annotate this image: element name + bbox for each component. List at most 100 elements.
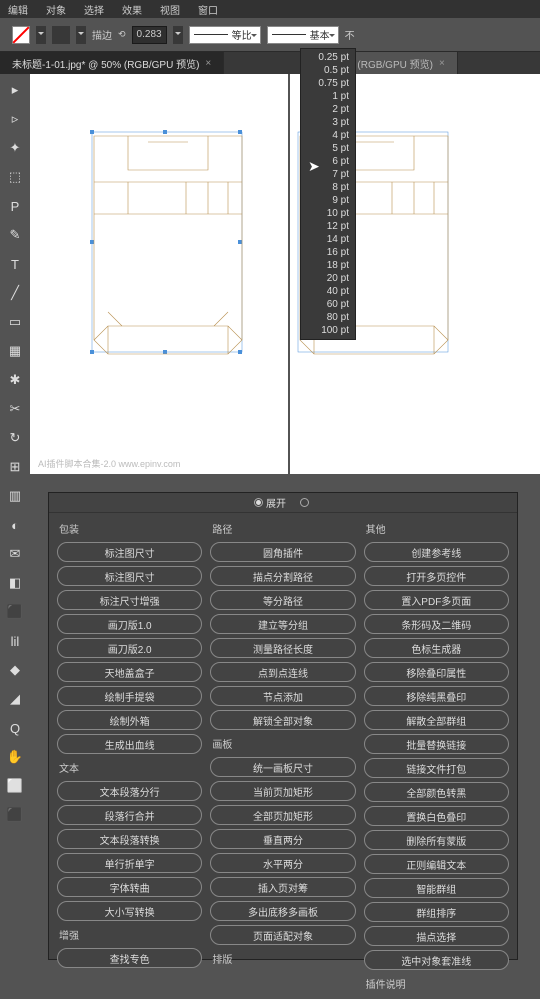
plugin-button[interactable]: 群组排序: [364, 902, 509, 922]
stroke-option[interactable]: 1 pt: [301, 90, 355, 103]
plugin-button[interactable]: 移除叠印属性: [364, 662, 509, 682]
plugin-button[interactable]: 标注图尺寸: [57, 566, 202, 586]
stroke-color-dropdown[interactable]: [76, 26, 86, 44]
stroke-option[interactable]: 3 pt: [301, 116, 355, 129]
radio-collapse[interactable]: [300, 498, 312, 507]
tool-item[interactable]: ◢: [5, 689, 25, 709]
tab-document-1[interactable]: 未标题-1-01.jpg* @ 50% (RGB/GPU 预览) ×: [0, 52, 224, 74]
plugin-button[interactable]: 页面适配对象: [210, 925, 355, 945]
tool-item[interactable]: lil: [5, 631, 25, 651]
tool-item[interactable]: ✉: [5, 544, 25, 564]
tool-item[interactable]: ⬛: [5, 602, 25, 622]
plugin-button[interactable]: 垂直两分: [210, 829, 355, 849]
close-icon[interactable]: ×: [439, 58, 445, 69]
stroke-option[interactable]: 14 pt: [301, 233, 355, 246]
menu-item[interactable]: 效果: [122, 2, 142, 17]
radio-expand[interactable]: 展开: [254, 495, 286, 510]
plugin-button[interactable]: 批量替换链接: [364, 734, 509, 754]
stroke-weight-menu[interactable]: 0.25 pt0.5 pt0.75 pt1 pt2 pt3 pt4 pt5 pt…: [300, 48, 356, 340]
plugin-button[interactable]: 统一画板尺寸: [210, 757, 355, 777]
plugin-button[interactable]: 字体转曲: [57, 877, 202, 897]
plugin-button[interactable]: 置换白色叠印: [364, 806, 509, 826]
plugin-button[interactable]: 删除所有蒙版: [364, 830, 509, 850]
plugin-button[interactable]: 链接文件打包: [364, 758, 509, 778]
menu-item[interactable]: 对象: [46, 2, 66, 17]
stroke-option[interactable]: 4 pt: [301, 129, 355, 142]
stroke-option[interactable]: 16 pt: [301, 246, 355, 259]
plugin-button[interactable]: 选中对象套准线: [364, 950, 509, 970]
plugin-button[interactable]: 生成出血线: [57, 734, 202, 754]
stroke-option[interactable]: 0.75 pt: [301, 77, 355, 90]
plugin-button[interactable]: 描点分割路径: [210, 566, 355, 586]
plugin-button[interactable]: 描点选择: [364, 926, 509, 946]
plugin-button[interactable]: 建立等分组: [210, 614, 355, 634]
tool-item[interactable]: ◧: [5, 573, 25, 593]
plugin-button[interactable]: 全部颜色转黑: [364, 782, 509, 802]
plugin-button[interactable]: 全部页加矩形: [210, 805, 355, 825]
tool-item[interactable]: ╱: [5, 283, 25, 303]
tool-item[interactable]: ▹: [5, 109, 25, 129]
plugin-button[interactable]: 绘制外箱: [57, 710, 202, 730]
stroke-weight-dropdown[interactable]: [173, 26, 183, 44]
link-icon[interactable]: ⟲: [118, 29, 126, 40]
tool-item[interactable]: P: [5, 196, 25, 216]
tool-item[interactable]: ⬜: [5, 776, 25, 796]
stroke-option[interactable]: 80 pt: [301, 311, 355, 324]
stroke-weight-input[interactable]: 0.283: [132, 26, 167, 44]
tool-item[interactable]: ✎: [5, 225, 25, 245]
stroke-option[interactable]: 8 pt: [301, 181, 355, 194]
stroke-option[interactable]: 20 pt: [301, 272, 355, 285]
tool-item[interactable]: ⊞: [5, 457, 25, 477]
stroke-option[interactable]: 18 pt: [301, 259, 355, 272]
plugin-button[interactable]: 解锁全部对象: [210, 710, 355, 730]
plugin-button[interactable]: 点到点连线: [210, 662, 355, 682]
profile-dropdown[interactable]: 等比: [189, 26, 261, 44]
tool-item[interactable]: ◆: [5, 660, 25, 680]
stroke-option[interactable]: 2 pt: [301, 103, 355, 116]
fill-dropdown[interactable]: [36, 26, 46, 44]
stroke-option[interactable]: 5 pt: [301, 142, 355, 155]
plugin-button[interactable]: 当前页加矩形: [210, 781, 355, 801]
plugin-button[interactable]: 智能群组: [364, 878, 509, 898]
tool-item[interactable]: Q: [5, 718, 25, 738]
stroke-option[interactable]: 7 pt: [301, 168, 355, 181]
plugin-button[interactable]: 文本段落转换: [57, 829, 202, 849]
plugin-button[interactable]: 标注图尺寸: [57, 542, 202, 562]
plugin-button[interactable]: 解散全部群组: [364, 710, 509, 730]
tool-item[interactable]: ✦: [5, 138, 25, 158]
plugin-button[interactable]: 文本段落分行: [57, 781, 202, 801]
tool-item[interactable]: ▦: [5, 341, 25, 361]
plugin-button[interactable]: 正则编辑文本: [364, 854, 509, 874]
plugin-button[interactable]: 色标生成器: [364, 638, 509, 658]
stroke-swatch[interactable]: [52, 26, 70, 44]
stroke-option[interactable]: 6 pt: [301, 155, 355, 168]
plugin-button[interactable]: 段落行合并: [57, 805, 202, 825]
plugin-button[interactable]: 创建参考线: [364, 542, 509, 562]
plugin-button[interactable]: 单行折单字: [57, 853, 202, 873]
stroke-option[interactable]: 40 pt: [301, 285, 355, 298]
stroke-option[interactable]: 60 pt: [301, 298, 355, 311]
menu-item[interactable]: 编辑: [8, 2, 28, 17]
plugin-button[interactable]: 节点添加: [210, 686, 355, 706]
plugin-button[interactable]: 画刀版2.0: [57, 638, 202, 658]
canvas-left[interactable]: AI插件脚本合集-2.0 www.epinv.com: [30, 74, 288, 474]
plugin-button[interactable]: 等分路径: [210, 590, 355, 610]
plugin-button[interactable]: 绘制手提袋: [57, 686, 202, 706]
plugin-button[interactable]: 圆角插件: [210, 542, 355, 562]
plugin-button[interactable]: 画刀版1.0: [57, 614, 202, 634]
plugin-button[interactable]: 查找专色: [57, 948, 202, 968]
menu-item[interactable]: 选择: [84, 2, 104, 17]
brush-dropdown[interactable]: 基本: [267, 26, 339, 44]
tool-item[interactable]: ▭: [5, 312, 25, 332]
fill-swatch[interactable]: [12, 26, 30, 44]
plugin-button[interactable]: 标注尺寸增强: [57, 590, 202, 610]
plugin-button[interactable]: 移除纯黑叠印: [364, 686, 509, 706]
plugin-button[interactable]: 天地盖盒子: [57, 662, 202, 682]
plugin-button[interactable]: 条形码及二维码: [364, 614, 509, 634]
plugin-button[interactable]: 打开多页控件: [364, 566, 509, 586]
stroke-option[interactable]: 100 pt: [301, 324, 355, 337]
tool-item[interactable]: ↻: [5, 428, 25, 448]
tool-item[interactable]: T: [5, 254, 25, 274]
stroke-option[interactable]: 0.5 pt: [301, 64, 355, 77]
menu-item[interactable]: 窗口: [198, 2, 218, 17]
